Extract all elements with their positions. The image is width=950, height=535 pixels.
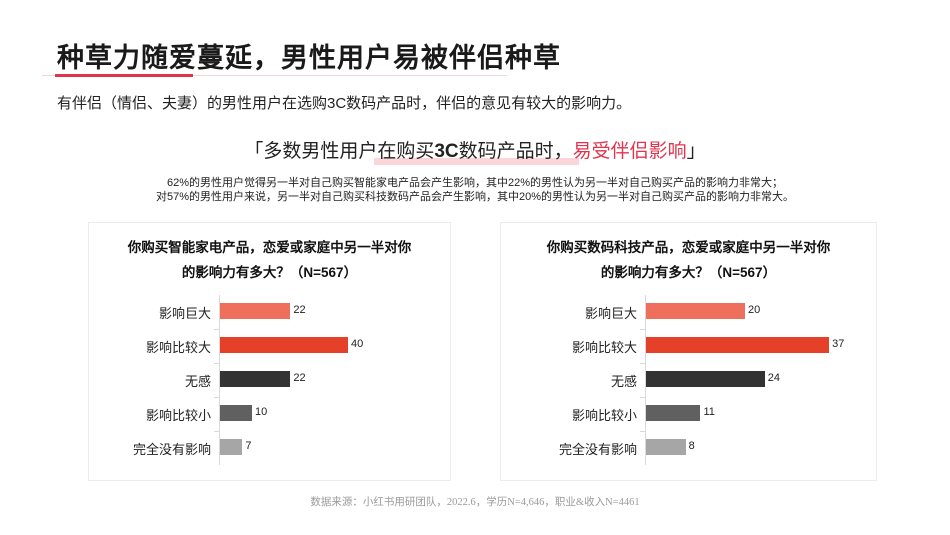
category-label: 影响比较大 xyxy=(145,340,211,355)
data-source-note: 数据来源：小红书用研团队，2022.6，学历N=4,646，职业&收入N=446… xyxy=(310,497,640,508)
key-quote: 「多数男性用户在购买3C数码产品时，易受伴侣影响」 xyxy=(0,136,950,163)
axis-tick xyxy=(214,363,219,364)
bar-value-label: 40 xyxy=(351,338,364,350)
description-line-2: 对57%的男性用户来说，另一半对自己购买科技数码产品会产生影响，其中20%的男性… xyxy=(155,191,795,203)
category-label: 影响巨大 xyxy=(158,306,211,321)
chart-panel-smart-home: 你购买智能家电产品，恋爱或家庭中另一半对你 的影响力有多大？（N=567） 影响… xyxy=(88,222,451,481)
description: 62%的男性用户觉得另一半对自己购买智能家电产品会产生影响，其中22%的男性认为… xyxy=(0,176,950,204)
quote-middle: 数码产品时， xyxy=(458,141,573,162)
chart-title-line-1: 你购买数码科技产品，恋爱或家庭中另一半对你 xyxy=(546,240,831,255)
title-divider xyxy=(42,75,507,76)
bar xyxy=(646,405,701,421)
axis-tick xyxy=(640,431,645,432)
quote-bold: 3C xyxy=(434,141,459,162)
bar-chart: 影响巨大 22 影响比较大 40 无感 22 影响比较小 10 完全没有影响 7 xyxy=(89,295,450,465)
page-title: 种草力随爱蔓延，男性用户易被伴侣种草 xyxy=(57,43,561,73)
chart-title: 你购买智能家电产品，恋爱或家庭中另一半对你 的影响力有多大？（N=567） xyxy=(89,235,450,285)
bar-value-label: 7 xyxy=(245,440,252,452)
description-line-1: 62%的男性用户觉得另一半对自己购买智能家电产品会产生影响，其中22%的男性认为… xyxy=(166,177,784,189)
chart-panel-digital-tech: 你购买数码科技产品，恋爱或家庭中另一半对你 的影响力有多大？（N=567） 影响… xyxy=(500,222,877,481)
axis-tick xyxy=(214,329,219,330)
axis-tick xyxy=(214,431,219,432)
category-label: 影响比较小 xyxy=(145,408,211,423)
category-label: 影响比较小 xyxy=(571,408,637,423)
bar-value-label: 10 xyxy=(255,406,268,418)
bar xyxy=(220,337,348,353)
bar xyxy=(220,439,243,455)
bar xyxy=(646,371,765,387)
chart-title-line-2: 的影响力有多大？（N=567） xyxy=(600,265,777,280)
category-axis xyxy=(219,295,220,465)
quote-open: 「多数男性用户在购买 xyxy=(244,141,435,162)
category-label: 无感 xyxy=(610,374,637,389)
bar xyxy=(646,337,830,353)
bar xyxy=(220,371,291,387)
quote-highlight-bar xyxy=(374,158,579,165)
axis-tick xyxy=(640,329,645,330)
bar-chart: 影响巨大 20 影响比较大 37 无感 24 影响比较小 11 完全没有影响 8 xyxy=(501,295,876,465)
bar-value-label: 37 xyxy=(832,338,845,350)
bar-value-label: 24 xyxy=(767,372,781,384)
bar-value-label: 11 xyxy=(703,406,715,418)
title-accent-underline xyxy=(55,74,193,77)
page-subtitle: 有伴侣（情侣、夫妻）的男性用户在选购3C数码产品时，伴侣的意见有较大的影响力。 xyxy=(57,95,632,112)
chart-title-line-1: 你购买智能家电产品，恋爱或家庭中另一半对你 xyxy=(127,240,412,255)
bar xyxy=(220,405,252,421)
axis-tick xyxy=(214,397,219,398)
bar-value-label: 22 xyxy=(293,304,306,316)
bar xyxy=(220,303,291,319)
quote-close: 」 xyxy=(686,141,706,162)
bar xyxy=(646,303,745,319)
category-label: 完全没有影响 xyxy=(132,442,211,457)
axis-tick xyxy=(640,397,645,398)
chart-title-line-2: 的影响力有多大？（N=567） xyxy=(181,265,358,280)
bar-value-label: 22 xyxy=(293,372,306,384)
chart-title: 你购买数码科技产品，恋爱或家庭中另一半对你 的影响力有多大？（N=567） xyxy=(501,235,876,285)
bar xyxy=(646,439,686,455)
bar-value-label: 8 xyxy=(688,440,695,452)
quote-highlight: 易受伴侣影响 xyxy=(572,141,687,162)
axis-tick xyxy=(640,363,645,364)
bar-value-label: 20 xyxy=(748,304,761,316)
category-label: 影响比较大 xyxy=(571,340,637,355)
category-axis xyxy=(645,295,646,465)
category-label: 完全没有影响 xyxy=(558,442,637,457)
category-label: 影响巨大 xyxy=(584,306,637,321)
category-label: 无感 xyxy=(184,374,211,389)
